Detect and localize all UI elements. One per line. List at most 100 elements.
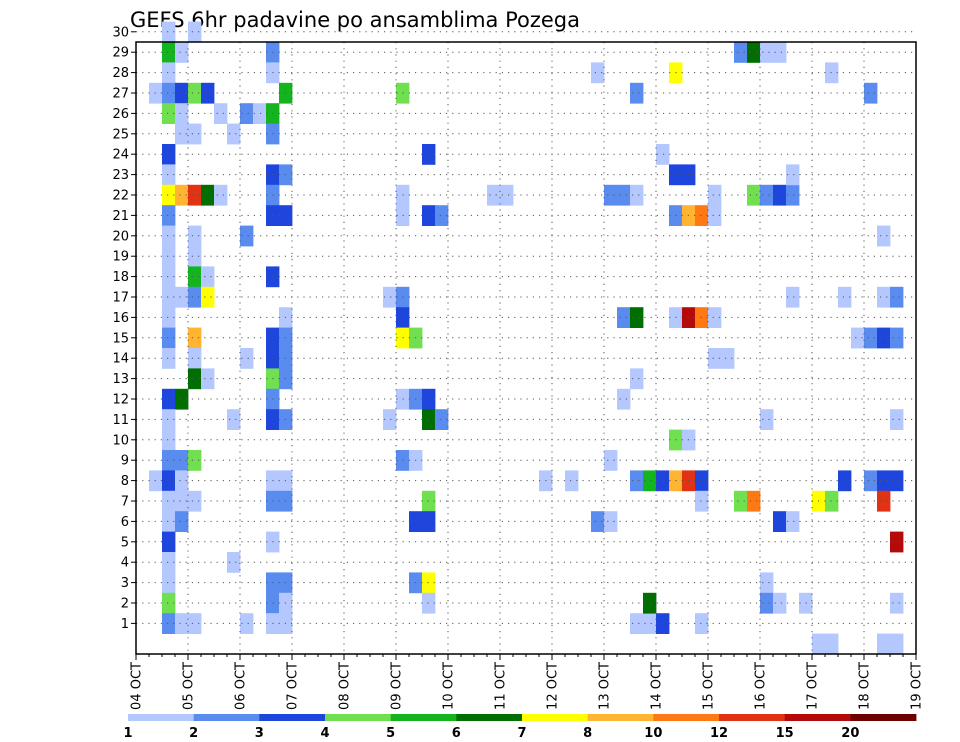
heatmap-cell — [734, 490, 748, 512]
x-tick-label: 11 OCT — [494, 662, 509, 710]
heatmap-cell — [162, 82, 176, 104]
heatmap-cell — [175, 470, 189, 492]
heatmap-cell — [760, 184, 774, 206]
y-tick-label: 9 — [121, 454, 129, 469]
heatmap-cell — [188, 368, 202, 390]
heatmap-cell — [162, 286, 176, 308]
heatmap-cell — [591, 511, 605, 532]
heatmap-cell — [708, 205, 722, 226]
y-tick-label: 6 — [121, 515, 129, 530]
heatmap-cell — [162, 246, 176, 267]
y-tick-label: 2 — [121, 597, 129, 612]
x-tick-label: 07 OCT — [286, 662, 301, 710]
heatmap-cell — [162, 552, 176, 573]
heatmap-cell — [877, 470, 891, 492]
heatmap-cell — [422, 490, 436, 512]
heatmap-cell — [227, 552, 241, 573]
heatmap-cell — [422, 205, 436, 226]
heatmap-cell — [877, 633, 891, 655]
x-tick-label: 12 OCT — [546, 662, 561, 710]
y-tick-label: 21 — [112, 209, 129, 224]
heatmap-cell — [188, 82, 202, 104]
heatmap-cell — [162, 103, 176, 124]
y-tick-label: 7 — [121, 495, 129, 510]
heatmap-cell — [890, 327, 904, 349]
heatmap-cell — [162, 592, 176, 614]
heatmap-cell — [162, 205, 176, 226]
x-tick-label: 10 OCT — [442, 662, 457, 710]
x-tick-label: 18 OCT — [858, 662, 873, 710]
heatmap-cell — [565, 470, 579, 492]
heatmap-cell — [175, 511, 189, 532]
heatmap-cell — [162, 327, 176, 349]
x-axis: 04 OCT 05 OCT 06 OCT 07 OCT 08 OCT 09 OCT 10 O… — [130, 654, 925, 710]
heatmap-cell — [487, 184, 501, 206]
legend-label: 5 — [386, 726, 395, 741]
heatmap-cell — [240, 103, 254, 124]
legend-label: 20 — [841, 726, 859, 741]
heatmap-cell — [422, 409, 436, 430]
heatmap-cell — [773, 42, 787, 63]
heatmap-cell — [201, 286, 215, 308]
heatmap-cell — [227, 123, 241, 145]
heatmap-cell — [214, 184, 228, 206]
y-tick-label: 18 — [112, 270, 129, 285]
heatmap-cell — [591, 62, 605, 84]
heatmap-cell — [188, 21, 202, 43]
heatmap-cell — [162, 225, 176, 247]
heatmap-cell — [747, 42, 761, 63]
y-tick-label: 19 — [112, 250, 129, 265]
y-tick-label: 17 — [112, 291, 129, 306]
heatmap-cell — [435, 205, 449, 226]
heatmap-cell — [812, 633, 826, 655]
heatmap-cell — [617, 307, 631, 328]
x-tick-label: 13 OCT — [598, 662, 613, 710]
heatmap-cell — [604, 450, 618, 471]
heatmap-cell — [773, 592, 787, 614]
y-tick-label: 24 — [112, 148, 129, 163]
heatmap-cell — [162, 409, 176, 430]
y-tick-label: 11 — [112, 413, 129, 428]
y-tick-label: 13 — [112, 372, 129, 387]
heatmap-cell — [422, 572, 436, 594]
heatmap-cell — [188, 286, 202, 308]
heatmap-cell — [604, 184, 618, 206]
x-tick-label: 04 OCT — [130, 662, 145, 710]
y-tick-label: 27 — [112, 87, 129, 102]
heatmap-cell — [747, 490, 761, 512]
heatmap-cell — [786, 164, 800, 186]
x-tick-label: 05 OCT — [182, 662, 197, 710]
y-tick-label: 25 — [112, 127, 129, 142]
heatmap-cell — [708, 307, 722, 328]
heatmap-cell — [162, 164, 176, 186]
heatmap-cell — [617, 388, 631, 410]
x-tick-label: 15 OCT — [702, 662, 717, 710]
heatmap-cell — [864, 470, 878, 492]
legend-swatch — [325, 714, 392, 721]
legend-swatch — [193, 714, 260, 721]
heatmap-cell — [500, 184, 514, 206]
heatmap-cell — [201, 266, 215, 288]
legend-label: 8 — [583, 726, 592, 741]
heatmap-cell — [773, 184, 787, 206]
legend-swatch — [259, 714, 326, 721]
y-tick-label: 20 — [112, 229, 129, 244]
heatmap-cell — [877, 286, 891, 308]
heatmap-cell — [695, 490, 709, 512]
legend-swatch — [522, 714, 589, 721]
heatmap-cell — [162, 450, 176, 471]
heatmap-cell — [240, 613, 254, 634]
heatmap-cell — [760, 409, 774, 430]
heatmap-cell — [838, 286, 852, 308]
heatmap-cell — [630, 613, 644, 634]
heatmap-cell — [656, 613, 670, 634]
heatmap-cell — [227, 409, 241, 430]
y-axis: 1234567891011121314151617181920212223242… — [112, 25, 136, 632]
y-tick-label: 14 — [112, 352, 129, 367]
heatmap-cell — [435, 409, 449, 430]
x-tick-label: 17 OCT — [806, 662, 821, 710]
heatmap-cell — [162, 42, 176, 63]
heatmap-cell — [890, 633, 904, 655]
y-tick-label: 8 — [121, 474, 129, 489]
heatmap-cell — [240, 225, 254, 247]
